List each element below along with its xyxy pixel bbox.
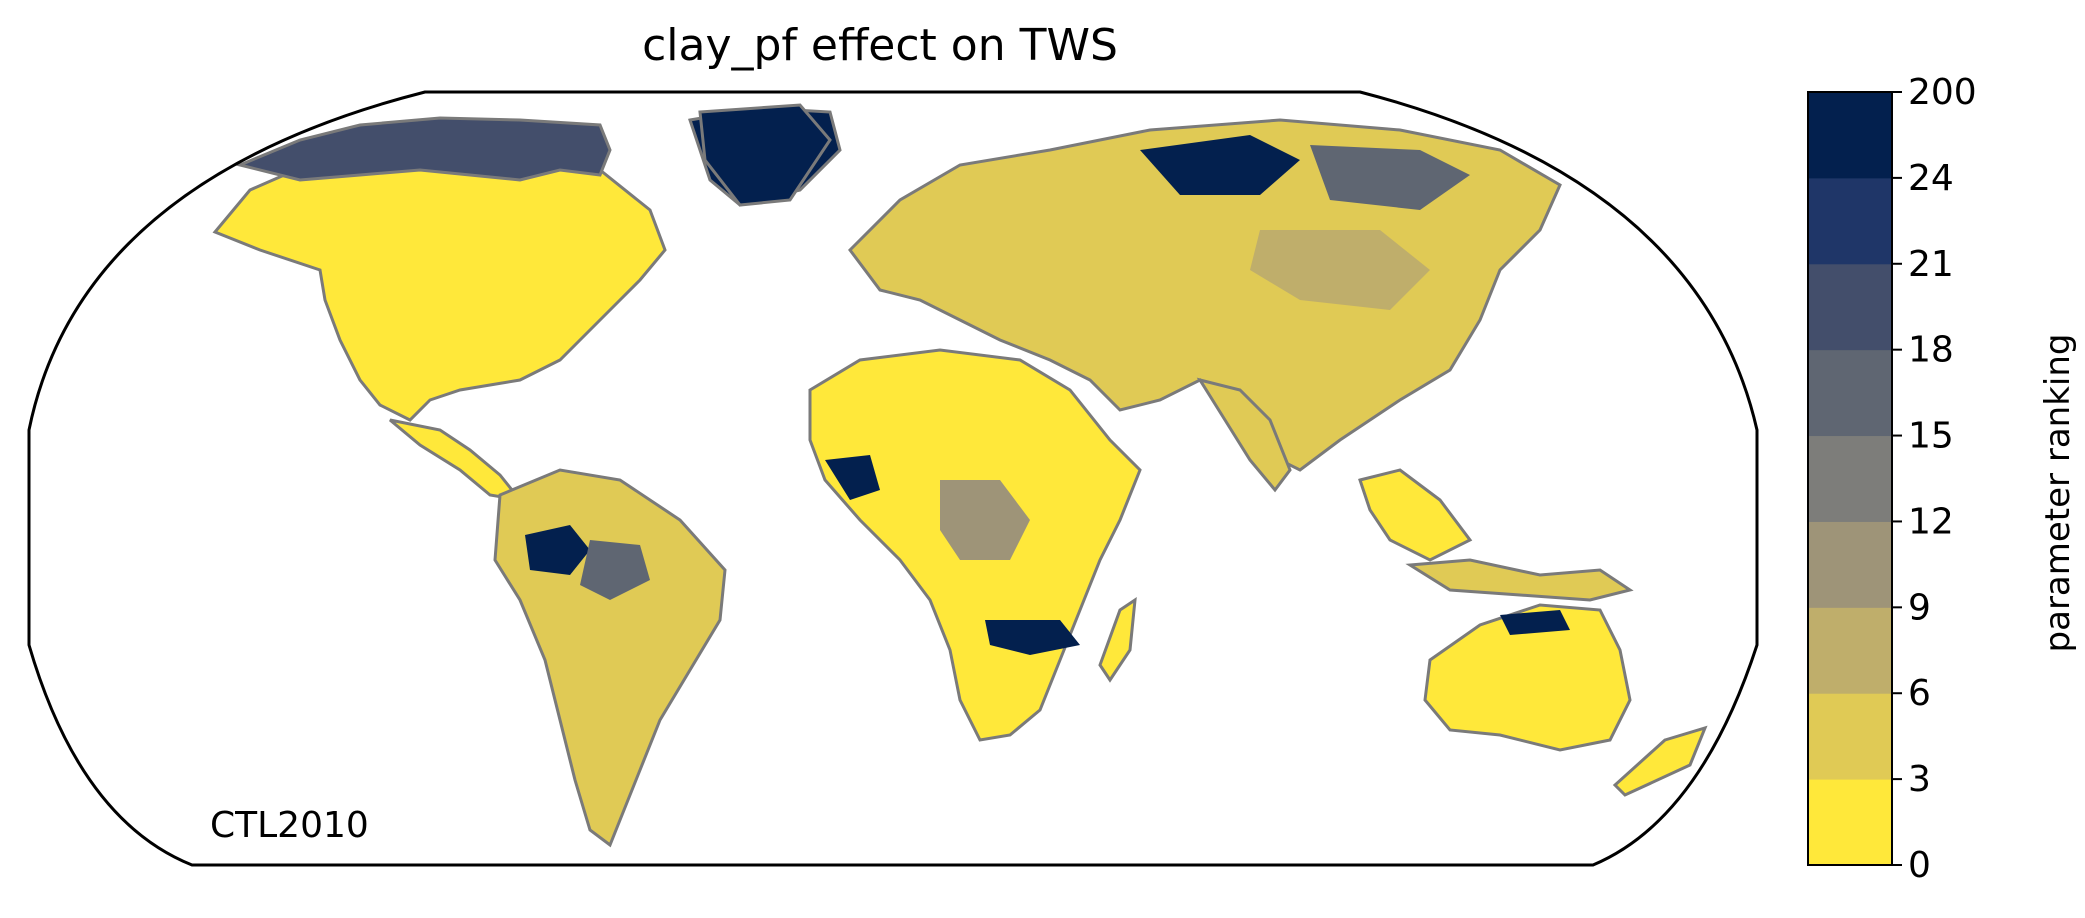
colorbar-bin [1808,92,1892,178]
colorbar-bin [1808,693,1892,779]
colorbar-bin [1808,607,1892,693]
colorbar-label: parameter ranking [2038,334,2078,653]
colorbar-tick-label: 24 [1908,158,1954,199]
colorbar-tick-label: 3 [1908,759,1931,800]
colorbar-bin [1808,264,1892,350]
colorbar-bin [1808,178,1892,264]
colorbar-tick-label: 200 [1908,72,1977,113]
colorbar-bin [1808,350,1892,436]
colorbar-tick-label: 21 [1908,244,1954,285]
colorbar-bin [1808,521,1892,607]
colorbar-tick-label: 18 [1908,330,1954,371]
colorbar-tick-label: 6 [1908,673,1931,714]
colorbar-tick-label: 0 [1908,845,1931,886]
colorbar-bin [1808,779,1892,865]
colorbar-bin [1808,436,1892,522]
colorbar-tick-label: 12 [1908,501,1954,542]
colorbar-tick-label: 15 [1908,416,1954,457]
colorbar-tick-label: 9 [1908,587,1931,628]
